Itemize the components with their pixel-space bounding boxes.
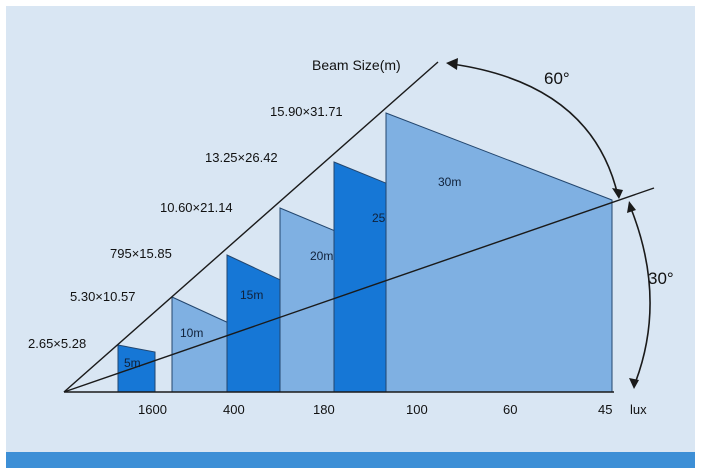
beam-size-label: Beam Size(m) [312, 57, 401, 73]
beam-size-value: 10.60×21.14 [160, 200, 233, 215]
distance-label-15m: 15m [240, 288, 263, 302]
arrowheads [446, 58, 639, 389]
arrowhead-right [612, 188, 623, 199]
beam-size-labels: 2.65×5.28 5.30×10.57 795×15.85 10.60×21.14 1… [28, 104, 343, 351]
lux-value: 1600 [138, 402, 167, 417]
arrowhead-vertical-bottom [629, 378, 639, 389]
beam-lines [63, 61, 655, 393]
horizontal-angle-arc [451, 63, 619, 197]
lux-unit-label: lux [630, 402, 647, 417]
upper-beam-line [63, 61, 439, 393]
distance-label-20m: 20m [310, 249, 333, 263]
distance-label-30m: 30m [438, 175, 461, 189]
vertical-angle-arc [629, 205, 651, 387]
beam-size-value: 15.90×31.71 [270, 104, 343, 119]
beam-size-value: 13.25×26.42 [205, 150, 278, 165]
arrowhead-top [446, 58, 458, 70]
lux-value: 100 [406, 402, 428, 417]
angle-arcs [451, 63, 651, 387]
lux-value: 45 [598, 402, 612, 417]
lux-labels: 1600 400 180 100 60 45 [138, 402, 612, 417]
horizontal-angle-label: 60° [544, 69, 570, 88]
beam-size-value: 795×15.85 [110, 246, 172, 261]
lux-value: 180 [313, 402, 335, 417]
vertical-angle-label: 30° [648, 269, 674, 288]
footer-bar [6, 452, 695, 468]
lux-value: 60 [503, 402, 517, 417]
lux-value: 400 [223, 402, 245, 417]
arrowhead-vertical-top [627, 201, 636, 213]
beam-size-value: 2.65×5.28 [28, 336, 86, 351]
middle-beam-line [63, 187, 655, 393]
beam-size-value: 5.30×10.57 [70, 289, 135, 304]
distance-label-10m: 10m [180, 326, 203, 340]
